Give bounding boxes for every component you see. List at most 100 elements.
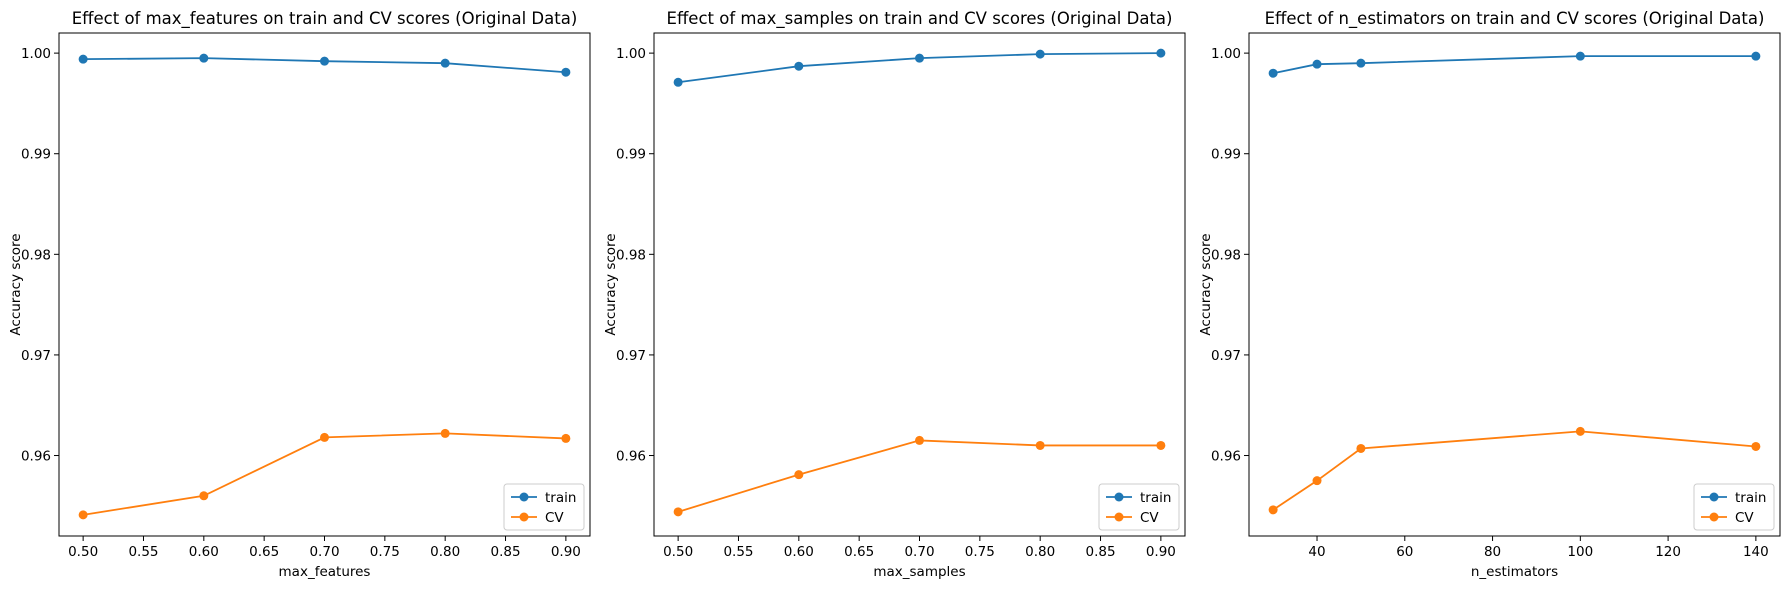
data-point-cv	[561, 433, 571, 443]
data-point-cv	[794, 470, 804, 480]
y-axis-label: Accuracy score	[1198, 233, 1214, 335]
y-tick-label: 0.98	[1211, 247, 1241, 263]
data-point-train	[794, 61, 804, 71]
x-tick-label: 0.75	[965, 544, 995, 560]
legend-label: train	[1140, 490, 1171, 506]
x-tick-label: 0.50	[68, 544, 98, 560]
legend-label: CV	[1140, 510, 1159, 526]
data-point-cv	[915, 435, 924, 445]
y-tick-label: 0.96	[616, 449, 646, 465]
x-tick-label: 0.80	[430, 544, 460, 560]
y-tick-label: 1.00	[616, 46, 646, 62]
legend-label: train	[545, 490, 576, 506]
data-point-cv	[1575, 426, 1585, 436]
y-tick-label: 0.98	[616, 247, 646, 263]
data-point-train	[1268, 68, 1278, 78]
legend-label: CV	[545, 510, 564, 526]
x-tick-label: 60	[1396, 544, 1413, 560]
y-tick-label: 1.00	[1211, 46, 1241, 62]
subplot-title: Effect of max_samples on train and CV sc…	[667, 9, 1173, 29]
subplot-max-features: Effect of max_features on train and CV s…	[8, 9, 591, 580]
x-tick-label: 80	[1484, 544, 1501, 560]
subplot-max-samples: Effect of max_samples on train and CV sc…	[603, 9, 1186, 580]
data-point-cv	[1035, 440, 1045, 450]
x-tick-label: 40	[1308, 544, 1325, 560]
data-point-train	[1575, 51, 1585, 61]
y-tick-label: 1.00	[21, 46, 51, 62]
data-point-cv	[673, 507, 683, 517]
legend-label: CV	[1735, 510, 1754, 526]
x-tick-label: 120	[1655, 544, 1681, 560]
legend-swatch-marker	[1114, 492, 1124, 502]
legend: train CV	[503, 483, 585, 531]
legend-swatch-marker	[1709, 492, 1719, 502]
subplot-title: Effect of max_features on train and CV s…	[72, 9, 578, 29]
y-tick-label: 0.97	[21, 348, 51, 364]
data-point-train	[915, 53, 924, 63]
legend-swatch-marker	[1114, 512, 1124, 522]
y-axis-label: Accuracy score	[603, 233, 619, 335]
x-axis-label: max_samples	[873, 564, 965, 580]
data-point-train	[1312, 59, 1322, 69]
x-tick-label: 0.55	[723, 544, 753, 560]
x-tick-label: 100	[1567, 544, 1593, 560]
data-point-cv	[320, 432, 329, 442]
legend-label: train	[1735, 490, 1766, 506]
data-point-train	[1356, 58, 1366, 68]
data-point-cv	[1356, 443, 1366, 453]
data-point-train	[78, 54, 88, 64]
y-tick-label: 0.99	[616, 147, 646, 163]
subplot-title: Effect of n_estimators on train and CV s…	[1265, 9, 1765, 29]
data-point-train	[1035, 49, 1045, 59]
x-tick-label: 0.70	[904, 544, 934, 560]
x-tick-label: 0.65	[844, 544, 874, 560]
x-tick-label: 0.60	[784, 544, 814, 560]
y-tick-label: 0.99	[1211, 147, 1241, 163]
subplot-n-estimators: Effect of n_estimators on train and CV s…	[1198, 9, 1781, 580]
data-point-train	[199, 53, 209, 63]
series-line-cv	[677, 439, 1161, 513]
y-tick-label: 0.96	[1211, 449, 1241, 465]
data-point-train	[673, 77, 683, 87]
data-point-cv	[1312, 476, 1322, 486]
legend-swatch-marker	[1709, 512, 1719, 522]
data-point-train	[561, 67, 571, 77]
data-point-cv	[78, 510, 88, 520]
data-point-train	[440, 58, 450, 68]
legend: train CV	[1693, 483, 1775, 531]
x-tick-label: 140	[1743, 544, 1769, 560]
data-point-cv	[1751, 441, 1761, 451]
series-line-cv	[1272, 430, 1756, 511]
series-line-cv	[82, 432, 566, 516]
data-point-train	[1751, 51, 1761, 61]
x-tick-label: 0.65	[249, 544, 279, 560]
x-axis-label: max_features	[279, 564, 371, 580]
plot-frame	[58, 32, 591, 537]
legend: train CV	[1098, 483, 1180, 531]
x-tick-label: 0.70	[309, 544, 339, 560]
x-tick-label: 0.85	[1085, 544, 1115, 560]
legend-swatch-marker	[519, 512, 529, 522]
x-tick-label: 0.60	[189, 544, 219, 560]
x-tick-label: 0.75	[370, 544, 400, 560]
x-tick-label: 0.50	[663, 544, 693, 560]
x-axis-label: n_estimators	[1471, 564, 1558, 580]
data-point-cv	[1156, 440, 1166, 450]
y-axis-label: Accuracy score	[8, 233, 24, 335]
plot-frame	[1248, 32, 1781, 537]
x-tick-label: 0.90	[551, 544, 581, 560]
x-tick-label: 0.80	[1025, 544, 1055, 560]
plot-frame	[653, 32, 1186, 537]
y-tick-label: 0.97	[1211, 348, 1241, 364]
data-point-cv	[440, 428, 450, 438]
y-tick-label: 0.97	[616, 348, 646, 364]
x-tick-label: 0.90	[1146, 544, 1176, 560]
data-point-train	[320, 56, 329, 66]
data-point-cv	[199, 491, 209, 501]
legend-swatch-marker	[519, 492, 529, 502]
x-tick-label: 0.55	[128, 544, 158, 560]
y-tick-label: 0.98	[21, 247, 51, 263]
series-line-train	[1272, 55, 1756, 75]
data-point-cv	[1268, 505, 1278, 515]
